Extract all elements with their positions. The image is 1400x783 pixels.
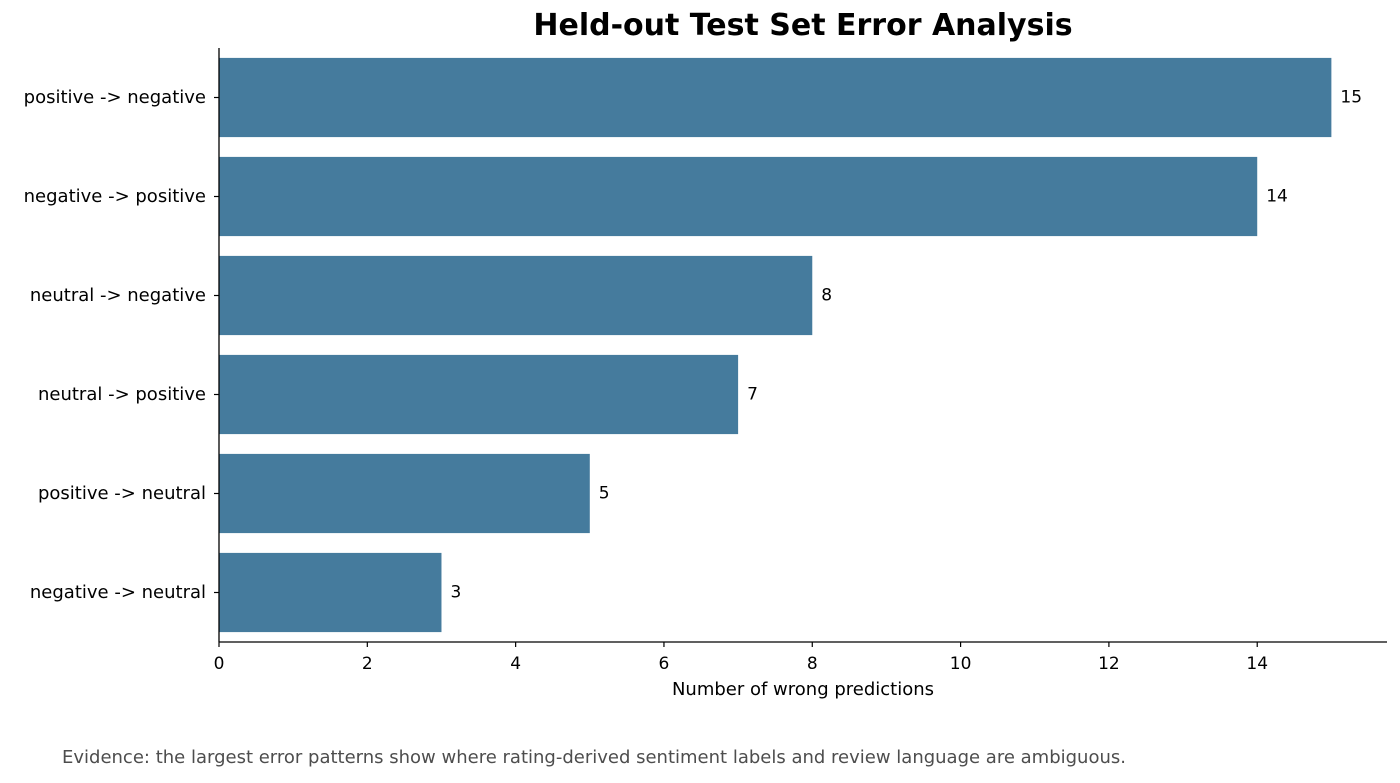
- y-tick-label: neutral -> positive: [38, 384, 206, 405]
- x-tick-label: 8: [807, 654, 818, 674]
- bar-value-label: 5: [599, 484, 610, 504]
- chart-title: Held-out Test Set Error Analysis: [533, 8, 1073, 43]
- bar: [219, 57, 1332, 138]
- bar-value-label: 8: [821, 286, 832, 306]
- x-axis-label: Number of wrong predictions: [671, 679, 935, 700]
- evidence-caption: Evidence: the largest error patterns sho…: [62, 747, 1126, 768]
- y-axis-ticks: positive -> negative negative -> positive…: [24, 87, 219, 603]
- value-labels-group: 15 14 8 7 5 3: [450, 88, 1362, 603]
- y-tick-label: neutral -> negative: [30, 285, 206, 306]
- x-tick-label: 14: [1246, 654, 1268, 674]
- bar: [219, 156, 1258, 237]
- bars-group: [219, 57, 1332, 633]
- y-tick-label: negative -> positive: [24, 186, 206, 207]
- y-tick-label: positive -> neutral: [38, 483, 206, 504]
- x-tick-label: 2: [362, 654, 373, 674]
- bar-value-label: 7: [747, 385, 758, 405]
- x-tick-label: 0: [214, 654, 225, 674]
- y-tick-label: positive -> negative: [24, 87, 206, 108]
- bar-value-label: 14: [1266, 187, 1288, 207]
- x-tick-label: 12: [1098, 654, 1120, 674]
- bar: [219, 453, 590, 534]
- bar-value-label: 3: [450, 583, 461, 603]
- x-tick-label: 4: [510, 654, 521, 674]
- bar: [219, 255, 813, 336]
- y-tick-label: negative -> neutral: [30, 582, 206, 603]
- bar: [219, 552, 442, 633]
- bar: [219, 354, 739, 435]
- x-tick-label: 6: [659, 654, 670, 674]
- x-tick-label: 10: [950, 654, 972, 674]
- bar-value-label: 15: [1340, 88, 1362, 108]
- x-axis-ticks: 0 2 4 6 8 10 12 14: [214, 642, 1268, 674]
